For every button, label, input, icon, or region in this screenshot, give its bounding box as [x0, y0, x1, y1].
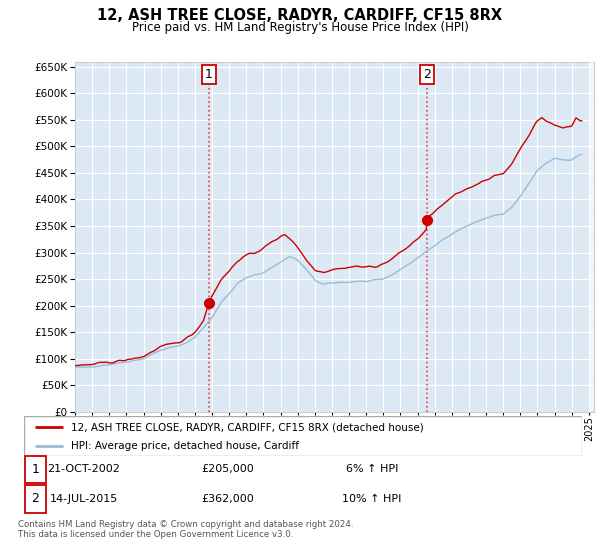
- Text: 14-JUL-2015: 14-JUL-2015: [50, 494, 118, 504]
- Text: Price paid vs. HM Land Registry's House Price Index (HPI): Price paid vs. HM Land Registry's House …: [131, 21, 469, 34]
- Bar: [589, 62, 594, 412]
- Text: 21-OCT-2002: 21-OCT-2002: [47, 464, 121, 474]
- Text: 6% ↑ HPI: 6% ↑ HPI: [346, 464, 398, 474]
- Text: 1: 1: [205, 68, 212, 81]
- Text: 2: 2: [31, 492, 40, 506]
- Text: 12, ASH TREE CLOSE, RADYR, CARDIFF, CF15 8RX (detached house): 12, ASH TREE CLOSE, RADYR, CARDIFF, CF15…: [71, 422, 424, 432]
- Text: £362,000: £362,000: [202, 494, 254, 504]
- Text: 1: 1: [31, 463, 40, 476]
- Text: 2: 2: [423, 68, 431, 81]
- Text: 12, ASH TREE CLOSE, RADYR, CARDIFF, CF15 8RX: 12, ASH TREE CLOSE, RADYR, CARDIFF, CF15…: [97, 8, 503, 24]
- Text: Contains HM Land Registry data © Crown copyright and database right 2024.
This d: Contains HM Land Registry data © Crown c…: [18, 520, 353, 539]
- Text: £205,000: £205,000: [202, 464, 254, 474]
- Text: 10% ↑ HPI: 10% ↑ HPI: [343, 494, 401, 504]
- Text: HPI: Average price, detached house, Cardiff: HPI: Average price, detached house, Card…: [71, 441, 299, 451]
